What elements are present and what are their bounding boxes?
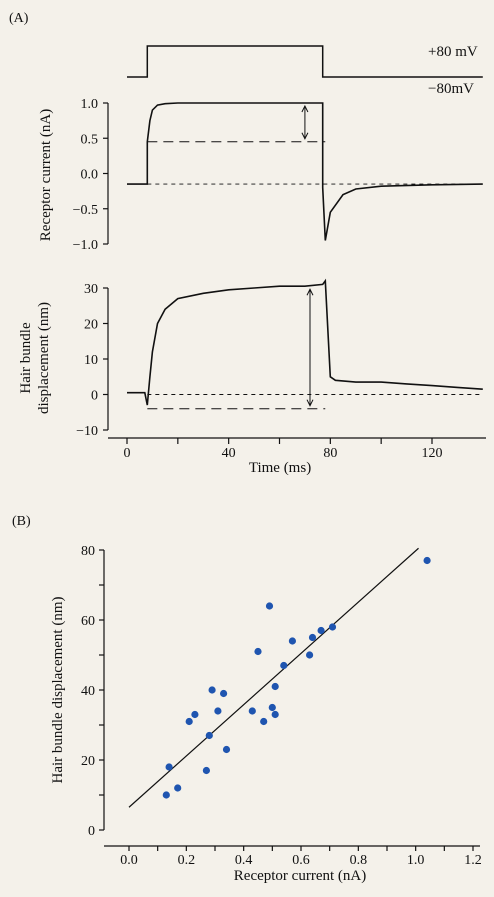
scatter-point [214, 707, 222, 715]
scatter-point [174, 784, 182, 792]
current-y-tick-label: 0.5 [81, 132, 99, 147]
current-y-label: Receptor current (nA) [38, 109, 54, 241]
scatter-point [328, 623, 337, 631]
displacement-y-tick-label: −10 [76, 424, 98, 439]
current-y-tick-label: 0.0 [81, 168, 99, 183]
current-y-tick-label: −1.0 [73, 238, 98, 253]
time-x-tick-label: 80 [323, 446, 337, 461]
voltage-high-label: +80 mV [428, 44, 478, 60]
time-x-label: Time (ms) [249, 460, 311, 476]
panel-b-label: (B) [12, 514, 31, 529]
scatter-x-tick-label: 0.0 [120, 853, 138, 868]
scatter-x-tick-label: 1.2 [464, 853, 482, 868]
scatter-y-tick-label: 40 [81, 684, 95, 699]
scatter-point [208, 686, 216, 694]
panel-a-label: (A) [9, 11, 29, 26]
displacement-y-tick-label: 30 [84, 282, 98, 297]
time-x-tick-label: 120 [422, 446, 443, 461]
arrowhead-up [301, 104, 309, 113]
scatter-point [260, 717, 268, 726]
scatter-point [423, 556, 431, 565]
scatter-y-tick-label: 0 [88, 824, 95, 839]
current-trace [127, 102, 483, 241]
scatter-point [280, 661, 288, 670]
scatter-y-label: Hair bundle displacement (nm) [50, 596, 66, 783]
voltage-trace [127, 45, 483, 78]
displacement-y-tick-label: 10 [84, 353, 98, 368]
arrowhead-down [306, 399, 314, 407]
displacement-trace [127, 278, 483, 406]
scatter-point [271, 710, 279, 719]
scatter-point [162, 791, 170, 799]
current-y-tick-label: 1.0 [81, 97, 99, 112]
scatter-x-tick-label: 0.8 [350, 853, 368, 868]
arrowhead-up [306, 288, 314, 296]
displacement-y-label-line2: displacement (nm) [36, 302, 52, 414]
scatter-point [165, 763, 173, 771]
scatter-y-tick-label: 80 [81, 544, 95, 559]
displacement-plot: Hair bundle displacement (nm) Time (ms) … [18, 278, 486, 476]
scatter-y-tick-label: 20 [81, 754, 95, 769]
receptor-current-plot: Receptor current (nA) 1.0 0.5 0.0 −0.5 −1.0 [38, 97, 483, 253]
scatter-point [191, 710, 199, 719]
scatter-x-label: Receptor current (nA) [234, 868, 366, 884]
scatter-x-tick-label: 1.0 [407, 853, 425, 868]
scatter-point [205, 731, 213, 740]
scatter-point [308, 633, 317, 642]
voltage-step-plot: +80 mV −80mV [127, 44, 483, 97]
arrowhead-down [301, 132, 309, 140]
scatter-y-tick-label: 60 [81, 614, 95, 629]
regression-line [128, 547, 419, 808]
scatter-point [222, 745, 231, 754]
scatter-point [265, 602, 274, 610]
time-x-tick-label: 40 [222, 446, 236, 461]
current-y-tick-label: −0.5 [73, 203, 98, 218]
scatter-point [185, 717, 193, 726]
displacement-y-tick-label: 0 [91, 389, 98, 404]
scatter-plot: Hair bundle displacement (nm) Receptor c… [50, 544, 482, 884]
scatter-point [268, 703, 276, 712]
displacement-y-label-line1: Hair bundle [18, 322, 34, 394]
scatter-point [271, 682, 279, 691]
scatter-point [248, 707, 256, 715]
scatter-point [254, 647, 262, 656]
time-x-tick-label: 0 [124, 446, 131, 461]
scatter-point [202, 766, 210, 775]
displacement-y-tick-label: 20 [84, 318, 98, 333]
scatter-x-tick-label: 0.6 [292, 853, 310, 868]
scatter-x-tick-label: 0.4 [235, 853, 253, 868]
voltage-low-label: −80mV [428, 81, 474, 97]
scatter-point [288, 637, 296, 645]
scatter-point [306, 651, 314, 659]
scatter-x-tick-label: 0.2 [178, 853, 196, 868]
scatter-point [220, 689, 228, 698]
scatter-point [317, 626, 325, 635]
